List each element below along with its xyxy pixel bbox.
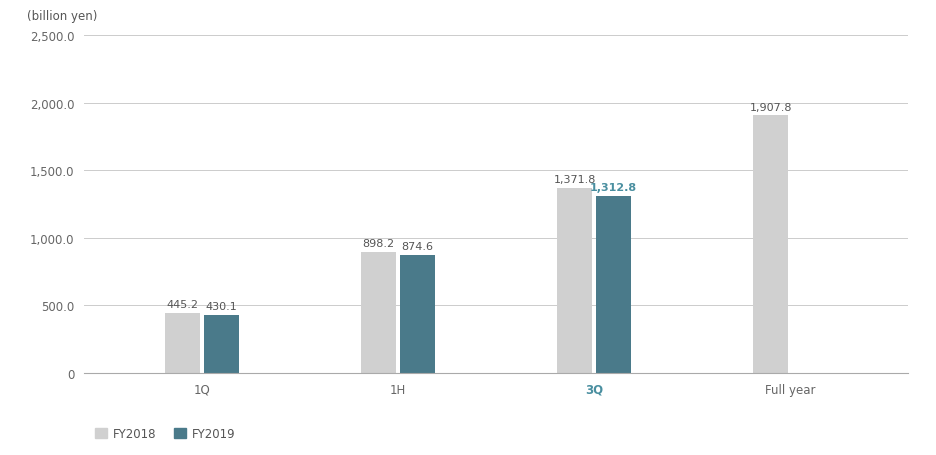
- Bar: [165, 313, 200, 373]
- Bar: [400, 255, 435, 373]
- Bar: [557, 188, 592, 373]
- Text: 1,907.8: 1,907.8: [750, 103, 792, 113]
- Bar: [360, 252, 396, 373]
- Text: 1,371.8: 1,371.8: [553, 175, 595, 185]
- Text: 1,312.8: 1,312.8: [591, 183, 637, 193]
- Bar: [596, 196, 632, 373]
- Text: 874.6: 874.6: [402, 242, 433, 252]
- Text: 430.1: 430.1: [206, 302, 238, 312]
- Text: (billion yen): (billion yen): [26, 10, 97, 23]
- Bar: [204, 315, 240, 373]
- Legend: FY2018, FY2019: FY2018, FY2019: [90, 423, 240, 445]
- Text: 445.2: 445.2: [167, 300, 198, 310]
- Bar: [753, 116, 788, 373]
- Text: 898.2: 898.2: [362, 239, 394, 249]
